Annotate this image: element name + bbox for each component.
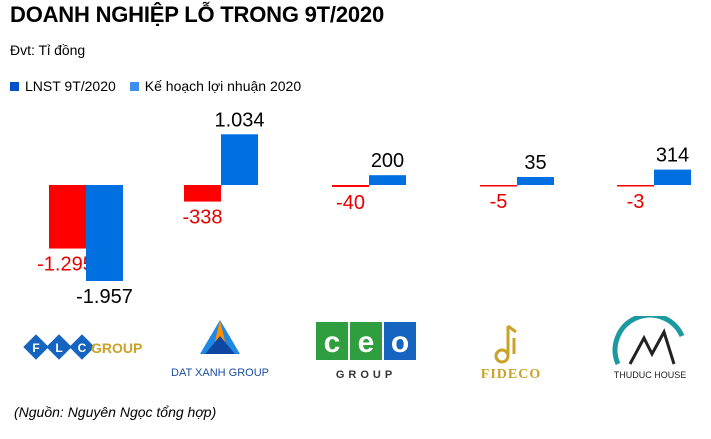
label-plan-5: 314 [656,145,689,167]
legend-item-lnst: LNST 9T/2020 [10,78,116,94]
ceo-letter-e: e [358,326,375,359]
fideco-logo: FIDECO [481,324,541,382]
label-plan-4: 35 [524,152,546,174]
flc-letter-c: C [78,341,87,355]
thuduc-arc-icon [612,316,685,365]
bar-plan-3 [369,175,406,185]
flc-letter-l: L [55,341,62,355]
bar-lnst-3 [332,185,369,187]
legend-label-plan: Kế hoạch lợi nhuận 2020 [144,78,302,94]
label-lnst-4: -5 [490,191,508,213]
bar-plan-1 [86,185,123,281]
ceo-box-c [316,322,348,360]
label-plan-3: 200 [371,150,404,172]
bar-chart: -1.295 -1.957 -338 1.034 -40 200 -5 35 -3 314 [37,109,691,308]
label-lnst-5: -3 [627,191,645,213]
bar-lnst-1 [49,185,86,249]
legend: LNST 9T/2020 Kế hoạch lợi nhuận 2020 [10,78,315,94]
label-plan-2: 1.034 [214,109,264,131]
bar-lnst-5 [617,185,654,187]
label-plan-1: -1.957 [76,286,133,308]
thuduc-text: THUDUC HOUSE [614,370,687,380]
label-lnst-1: -1.295 [37,254,94,276]
ceo-group-text: GROUP [336,369,396,381]
legend-swatch-plan [129,81,139,91]
bar-lnst-2 [184,185,221,202]
fideco-text: FIDECO [481,367,541,382]
bar-plan-2 [221,134,258,185]
ceo-box-e [350,322,382,360]
legend-swatch-lnst [10,81,19,91]
legend-item-plan: Kế hoạch lợi nhuận 2020 [129,78,302,94]
chart-title: DOANH NGHIỆP LỖ TRONG 9T/2020 [10,2,384,27]
ceo-logo: c e o GROUP [316,322,416,381]
label-lnst-3: -40 [336,192,365,214]
bar-lnst-4 [480,185,517,187]
dat-xanh-inner-icon [205,336,235,354]
flc-group-text: GROUP [91,340,142,356]
dat-xanh-logo: DAT XANH GROUP [171,320,269,379]
legend-label-lnst: LNST 9T/2020 [25,78,116,94]
bar-plan-5 [654,169,691,185]
thuduc-house-icon [628,328,676,365]
ceo-box-o [384,322,416,360]
dat-xanh-text: DAT XANH GROUP [171,367,269,379]
flc-letter-f: F [32,341,39,355]
label-lnst-2: -338 [182,207,222,229]
unit-label: Đvt: Tỉ đồng [10,42,86,58]
bar-plan-4 [517,177,554,185]
thuduc-house-logo: THUDUC HOUSE [612,316,687,380]
ceo-letter-c: c [324,326,341,359]
source-note: (Nguồn: Nguyên Ngọc tổng hợp) [14,404,217,420]
flc-diamonds [23,334,95,360]
flc-logo: F L C GROUP [23,334,142,360]
ceo-letter-o: o [391,326,409,359]
fideco-symbol-icon [494,324,517,364]
